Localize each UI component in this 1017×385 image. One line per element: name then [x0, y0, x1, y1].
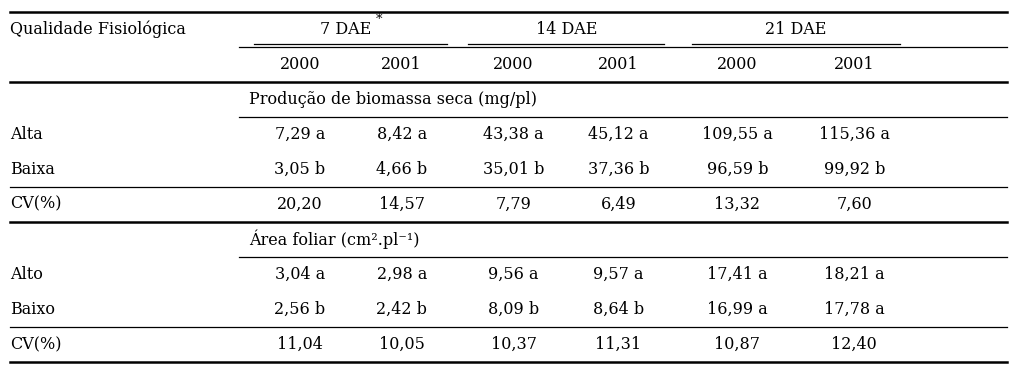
- Text: 43,38 a: 43,38 a: [483, 126, 544, 143]
- Text: 18,21 a: 18,21 a: [824, 266, 885, 283]
- Text: 2000: 2000: [717, 55, 758, 73]
- Text: 7,29 a: 7,29 a: [275, 126, 325, 143]
- Text: 11,04: 11,04: [277, 336, 323, 353]
- Text: Alta: Alta: [10, 126, 43, 143]
- Text: 17,78 a: 17,78 a: [824, 301, 885, 318]
- Text: 2001: 2001: [381, 55, 422, 73]
- Text: 2,42 b: 2,42 b: [376, 301, 427, 318]
- Text: 21 DAE: 21 DAE: [765, 20, 826, 38]
- Text: 35,01 b: 35,01 b: [483, 161, 544, 178]
- Text: 14,57: 14,57: [378, 196, 425, 213]
- Text: CV(%): CV(%): [10, 336, 62, 353]
- Text: 37,36 b: 37,36 b: [588, 161, 649, 178]
- Text: 3,04 a: 3,04 a: [275, 266, 325, 283]
- Text: CV(%): CV(%): [10, 196, 62, 213]
- Text: 96,59 b: 96,59 b: [707, 161, 768, 178]
- Text: Baixa: Baixa: [10, 161, 55, 178]
- Text: 2000: 2000: [280, 55, 320, 73]
- Text: Baixo: Baixo: [10, 301, 55, 318]
- Text: 2,98 a: 2,98 a: [376, 266, 427, 283]
- Text: 12,40: 12,40: [832, 336, 877, 353]
- Text: Qualidade Fisiológica: Qualidade Fisiológica: [10, 20, 186, 38]
- Text: 11,31: 11,31: [595, 336, 642, 353]
- Text: 9,57 a: 9,57 a: [593, 266, 644, 283]
- Text: 7,60: 7,60: [836, 196, 873, 213]
- Text: 8,64 b: 8,64 b: [593, 301, 644, 318]
- Text: 45,12 a: 45,12 a: [588, 126, 649, 143]
- Text: *: *: [376, 13, 382, 26]
- Text: 2001: 2001: [834, 55, 875, 73]
- Text: 109,55 a: 109,55 a: [702, 126, 773, 143]
- Text: 17,41 a: 17,41 a: [707, 266, 768, 283]
- Text: 7,79: 7,79: [495, 196, 532, 213]
- Text: Área foliar (cm².pl⁻¹): Área foliar (cm².pl⁻¹): [249, 229, 420, 249]
- Text: 14 DAE: 14 DAE: [536, 20, 597, 38]
- Text: 6,49: 6,49: [600, 196, 637, 213]
- Text: 2001: 2001: [598, 55, 639, 73]
- Text: 10,05: 10,05: [378, 336, 425, 353]
- Text: Alto: Alto: [10, 266, 43, 283]
- Text: 4,66 b: 4,66 b: [376, 161, 427, 178]
- Text: 20,20: 20,20: [278, 196, 322, 213]
- Text: 9,56 a: 9,56 a: [488, 266, 539, 283]
- Text: 7 DAE: 7 DAE: [320, 20, 371, 38]
- Text: 115,36 a: 115,36 a: [819, 126, 890, 143]
- Text: 8,09 b: 8,09 b: [488, 301, 539, 318]
- Text: 10,87: 10,87: [714, 336, 761, 353]
- Text: Produção de biomassa seca (mg/pl): Produção de biomassa seca (mg/pl): [249, 90, 537, 108]
- Text: 10,37: 10,37: [490, 336, 537, 353]
- Text: 99,92 b: 99,92 b: [824, 161, 885, 178]
- Text: 2000: 2000: [493, 55, 534, 73]
- Text: 8,42 a: 8,42 a: [376, 126, 427, 143]
- Text: 16,99 a: 16,99 a: [707, 301, 768, 318]
- Text: 3,05 b: 3,05 b: [275, 161, 325, 178]
- Text: 13,32: 13,32: [714, 196, 761, 213]
- Text: 2,56 b: 2,56 b: [275, 301, 325, 318]
